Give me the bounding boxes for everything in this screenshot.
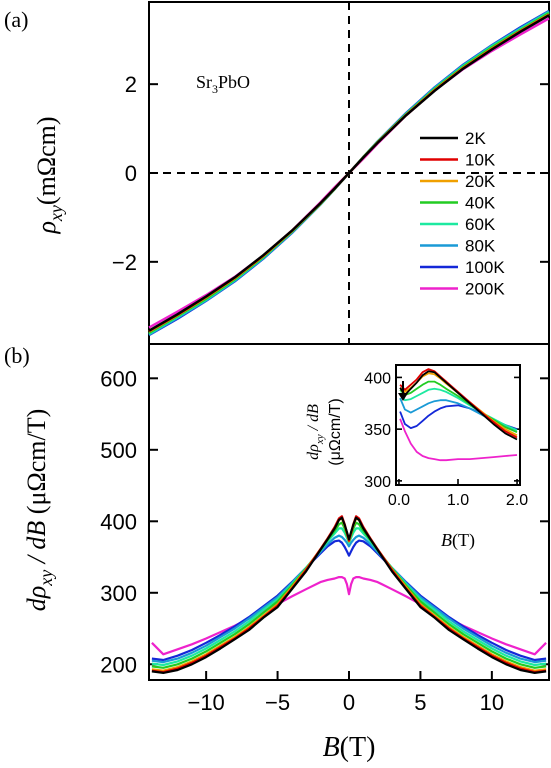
panel-b-series-2K [151, 516, 547, 674]
legend-label-20K: 20K [465, 172, 496, 191]
legend-label-10K: 10K [465, 151, 496, 170]
inset-y-tick-label: 300 [364, 474, 391, 491]
panel-b-series-80K [151, 534, 547, 664]
legend-label-200K: 200K [465, 280, 505, 299]
inset-y-ticks: 300 350 400 [364, 370, 520, 491]
panel-b-x-ticks: −10 −5 0 5 10 [187, 671, 504, 715]
panel-b-ylabel: dρxy / dB (μΩcm/T) [22, 409, 56, 612]
inset-xlabel: B(T) [441, 530, 475, 551]
panel-b-y-tick-label: 300 [100, 581, 137, 606]
panel-b-series-60K [151, 527, 547, 667]
inset-y-tick-label: 400 [364, 370, 391, 387]
panel-a-y-tick-label: 2 [125, 72, 137, 97]
panel-a-y-ticks: −2 0 2 [112, 72, 549, 275]
inset-arrow [398, 381, 408, 401]
panel-a-series-2K [148, 14, 550, 332]
panel-a-y-tick-label: 0 [125, 161, 137, 186]
inset-x-tick-label: 1.0 [447, 492, 469, 509]
legend-label-100K: 100K [465, 258, 505, 277]
inset-y-tick-label: 350 [364, 422, 391, 439]
legend-label-40K: 40K [465, 194, 496, 213]
panel-a-y-tick-label: −2 [112, 250, 137, 275]
panel-b-y-tick-label: 400 [100, 509, 137, 534]
panel-a-curves [148, 9, 550, 337]
inset-x-tick-label: 2.0 [506, 492, 528, 509]
legend-label-2K: 2K [465, 129, 486, 148]
inset-ylabel: dρxy / dB [305, 404, 326, 460]
panel-b-y-tick-label: 500 [100, 438, 137, 463]
inset-x-ticks: 0.0 1.0 2.0 [388, 479, 528, 509]
panel-b-x-tick-label: −5 [265, 690, 290, 715]
inset-series-2K [399, 370, 518, 441]
legend: 2K 10K 20K 40K 60K 80K 100K 200K [420, 129, 505, 299]
inset-curves [399, 368, 518, 462]
inset-x-tick-label: 0.0 [388, 492, 410, 509]
panel-b-x-tick-label: 5 [414, 690, 426, 715]
panel-a-label: (a) [4, 7, 28, 32]
panel-b-y-tick-label: 600 [100, 366, 137, 391]
panel-b-curves [151, 515, 547, 674]
panel-b-y-ticks: 200 300 400 500 600 [100, 366, 549, 677]
legend-label-60K: 60K [465, 215, 496, 234]
panel-b: (b) 200 300 400 500 600 −10 −5 0 5 10 dρxy / dB … [4, 343, 550, 763]
panel-b-x-tick-label: −10 [187, 690, 224, 715]
panel-a-annotation: Sr3PbO [196, 72, 250, 96]
panel-b-x-tick-label: 0 [343, 690, 355, 715]
inset-ylabel-unit: (μΩcm/T) [327, 398, 344, 465]
panel-b-series-100K [151, 539, 547, 662]
inset: 300 350 400 0.0 1.0 2.0 dρxy / dB (μΩcm/T) B… [305, 364, 528, 551]
legend-label-80K: 80K [465, 237, 496, 256]
panel-a: (a) −2 0 2 Sr3PbO 2K 10K 20K 40K 60K 80K 100K 200… [4, 1, 550, 345]
panel-b-xlabel: B(T) [323, 732, 376, 763]
panel-b-x-tick-label: 10 [480, 690, 504, 715]
panel-b-label: (b) [4, 343, 30, 368]
panel-a-ylabel: ρxy(mΩcm) [32, 116, 66, 234]
panel-b-y-tick-label: 200 [100, 652, 137, 677]
inset-series-200K [399, 418, 518, 462]
